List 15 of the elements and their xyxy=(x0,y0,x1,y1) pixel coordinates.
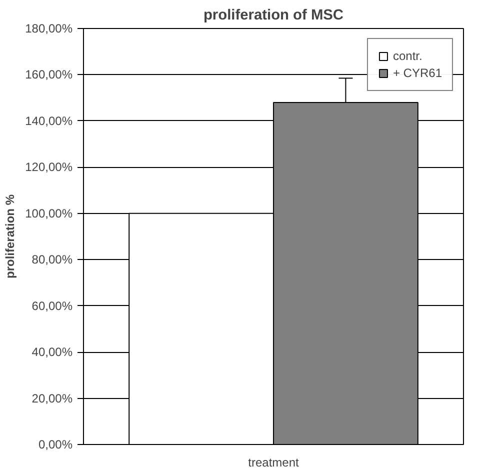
y-tick-label: 120,00% xyxy=(25,160,73,174)
y-tick-label: 100,00% xyxy=(25,206,73,220)
y-tick-label: 80,00% xyxy=(32,252,73,267)
y-axis-title: proliferation % xyxy=(3,194,18,279)
chart-title: proliferation of MSC xyxy=(203,8,344,24)
y-tick-label: 160,00% xyxy=(25,68,73,82)
y-tick-label: 0,00% xyxy=(38,438,73,452)
legend-label: + CYR61 xyxy=(392,66,442,80)
y-tick-label: 40,00% xyxy=(32,345,73,360)
y-tick-label: 140,00% xyxy=(25,114,73,128)
x-tick-label: treatment xyxy=(248,456,300,470)
y-tick-label: 60,00% xyxy=(32,298,73,313)
y-tick-label: 180,00% xyxy=(25,22,73,36)
legend-label: contr. xyxy=(392,49,422,63)
y-tick-label: 20,00% xyxy=(32,391,73,406)
